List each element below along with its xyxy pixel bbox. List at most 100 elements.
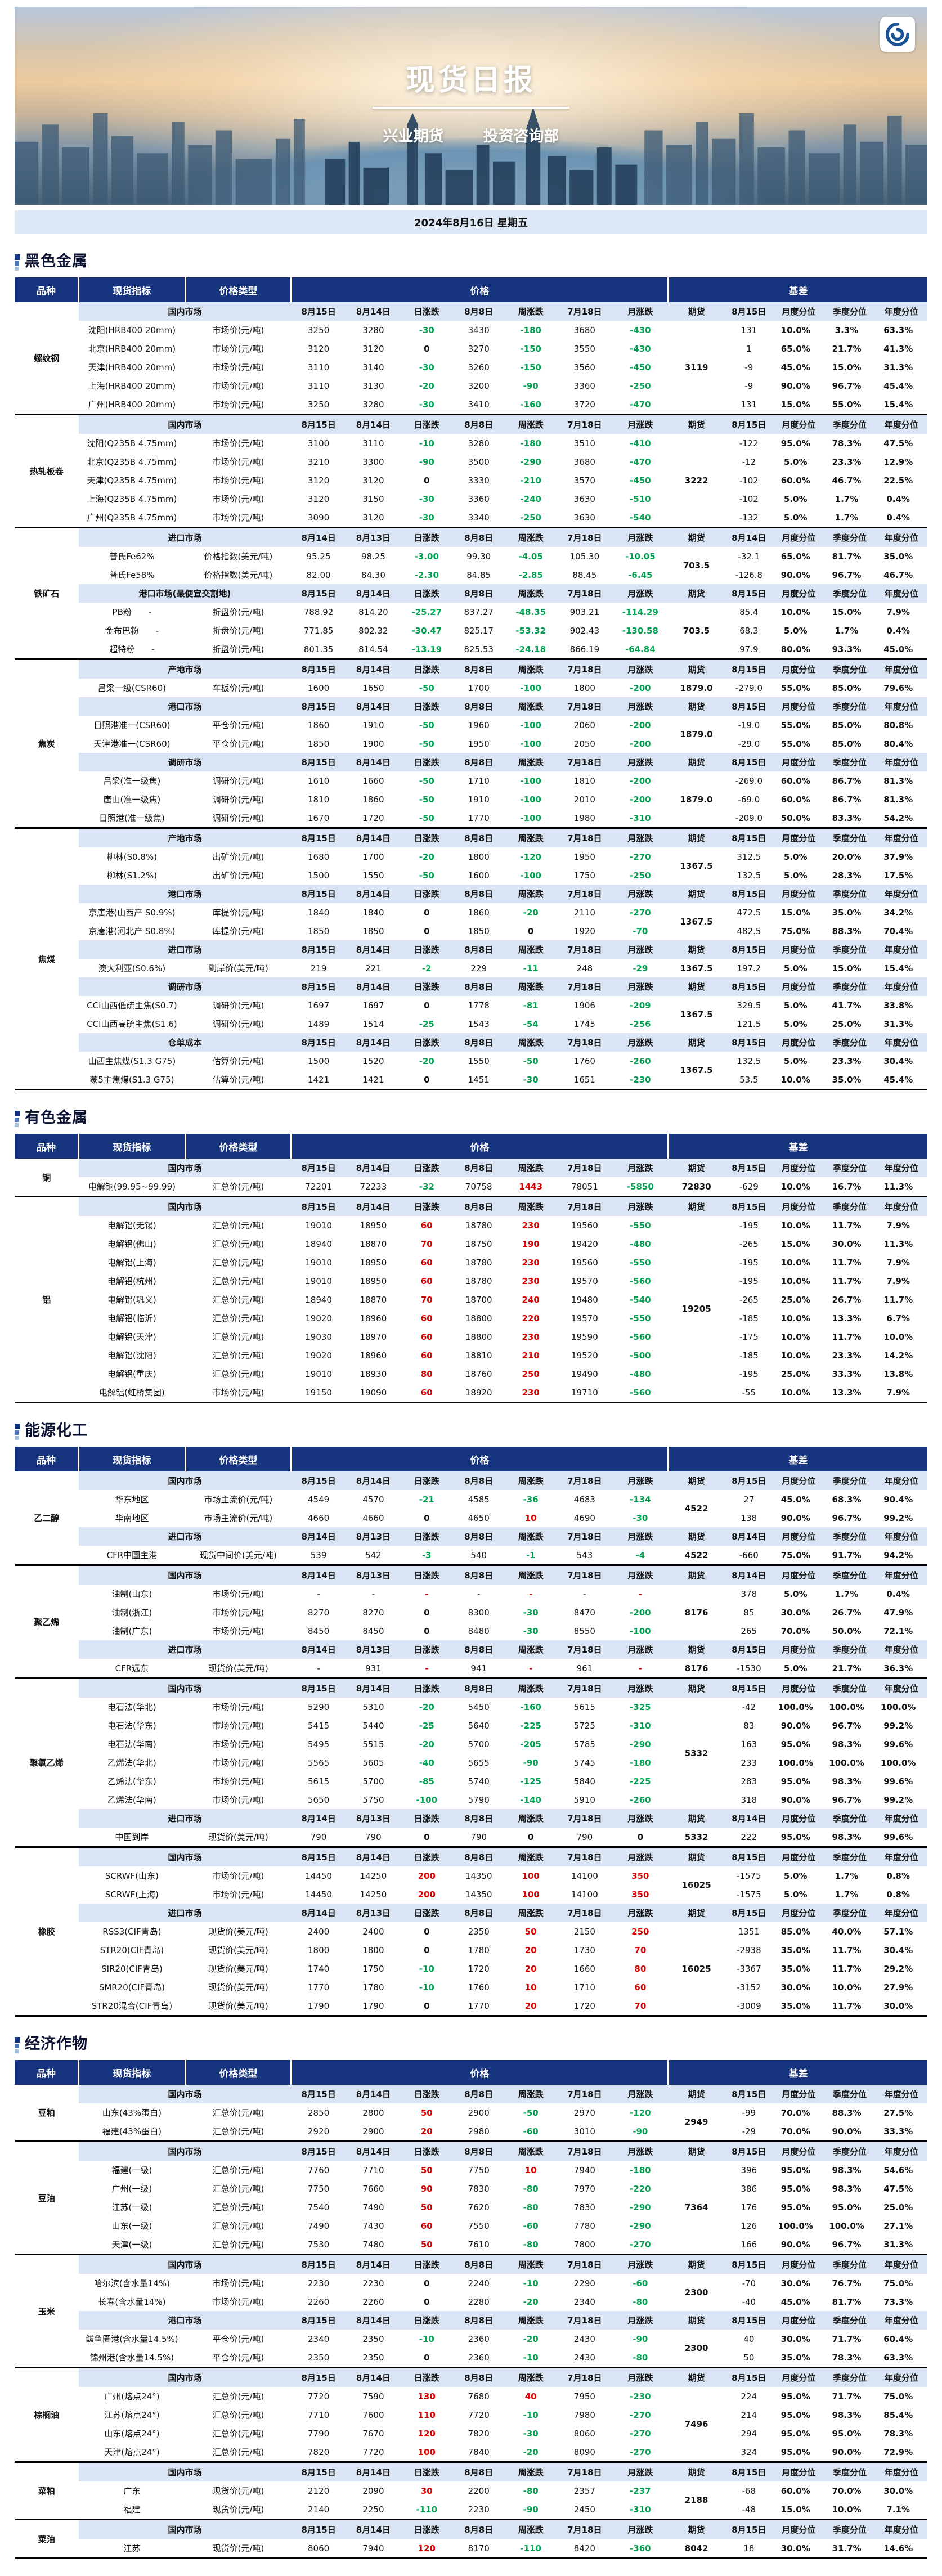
price-value-cell: 1760 [557, 1052, 613, 1070]
table-row: 上海(Q235B 4.75mm) 市场价(元/吨) 3120 3150 -30 3360-… [15, 490, 927, 508]
date-header-cell: 周涨跌 [504, 753, 557, 771]
date-header-cell: 周涨跌 [504, 2462, 557, 2481]
price-value-cell: 8300 [452, 1603, 505, 1622]
date-header-cell: 月度分位 [773, 940, 824, 959]
date-header-cell: 期货 [668, 2254, 725, 2274]
price-type-cell: 到岸价(美元/吨) [185, 959, 291, 977]
price-value-cell: 1770 [452, 1996, 505, 2016]
date-header-cell: 月度分位 [773, 977, 824, 996]
percentile-cell: 46.7% [824, 471, 876, 490]
basis-value-cell: -629 [724, 1177, 773, 1197]
price-value-cell: 1500 [291, 1052, 346, 1070]
variety-cell: 豆粕 [15, 2085, 79, 2142]
basis-value-cell: 233 [724, 1753, 773, 1772]
section-bullet-icon [15, 2037, 20, 2053]
price-value-cell: 3120 [291, 471, 346, 490]
price-type-cell: 市场价(元/吨) [185, 1585, 291, 1603]
indicator-cell: 吕梁一级(CSR60) [78, 679, 186, 697]
date-header-cell: 8月15日 [291, 2367, 346, 2387]
date-header-cell: 7月18日 [557, 2311, 613, 2330]
change-value-cell: -180 [612, 1753, 669, 1772]
percentile-cell: 15.0% [824, 603, 876, 621]
market-label-cell: 国内市场 [78, 2085, 291, 2103]
price-value-cell: 1550 [452, 1052, 505, 1070]
basis-value-cell: -660 [724, 1546, 773, 1565]
date-header-cell: 8月14日 [346, 2462, 401, 2481]
indicator-cell: 广州(熔点24°) [78, 2387, 186, 2406]
futures-price-cell: 4522 [668, 1490, 725, 1527]
change-value-cell: 100 [504, 1866, 557, 1885]
change-value-cell: -110 [504, 2539, 557, 2559]
percentile-cell: 45.0% [773, 358, 824, 376]
change-value-cell: -200 [612, 734, 669, 753]
price-type-cell: 汇总价(元/吨) [185, 1309, 291, 1327]
date-header-cell: 周涨跌 [504, 1565, 557, 1585]
change-value-cell: -250 [504, 508, 557, 528]
change-value-cell: -10 [401, 434, 453, 452]
market-subheader-row: 调研市场 8月15日 8月14日 日涨跌 8月8日 周涨跌 7月18日 月涨跌 期货 8月15日月… [15, 753, 927, 771]
date-header-cell: 8月15日 [724, 302, 773, 321]
change-value-cell: 40 [504, 2387, 557, 2406]
change-value-cell: -11 [504, 959, 557, 977]
change-value-cell: -64.84 [612, 640, 669, 659]
percentile-cell: 86.7% [824, 790, 876, 809]
change-value-cell: -20 [401, 1735, 453, 1753]
date-header-cell: 年度分位 [875, 1471, 927, 1490]
market-subheader-row: 菜粕 国内市场 8月15日 8月14日 日涨跌 8月8日 周涨跌 7月18日 月涨跌 期货 8月15… [15, 2462, 927, 2520]
date-header-cell: 季度分位 [824, 1809, 876, 1828]
price-type-cell: 折盘价(元/吨) [185, 603, 291, 621]
date-header-cell: 月度分位 [773, 1565, 824, 1585]
date-header-cell: 年度分位 [875, 527, 927, 547]
basis-group-header: 基差 [668, 2060, 927, 2085]
percentile-cell: 25.0% [824, 1015, 876, 1033]
percentile-cell: 17.5% [875, 866, 927, 885]
change-value-cell: 210 [504, 1346, 557, 1365]
percentile-cell: 96.7% [824, 1716, 876, 1735]
change-value-cell: -32 [401, 1177, 453, 1197]
price-value-cell: 5640 [452, 1716, 505, 1735]
percentile-cell: 15.0% [773, 903, 824, 922]
commodity-table: 品种 现货指标 价格类型 价格 基差 螺纹钢 国内市场 8月15日 8月14日 日涨跌 8月8日 周涨… [15, 277, 927, 1090]
price-value-cell: 1910 [452, 790, 505, 809]
percentile-cell: 99.6% [875, 1735, 927, 1753]
price-value-cell: 1670 [291, 809, 346, 828]
market-subheader-row: 玉米 国内市场 8月15日 8月14日 日涨跌 8月8日 周涨跌 7月18日 月涨跌 期货 8月15… [15, 2254, 927, 2368]
date-header-cell: 8月15日 [724, 697, 773, 716]
table-row: STR20(CIF青岛) 现货价(美元/吨) 1800 1800 0 1780 20 1730… [15, 1941, 927, 1959]
price-type-cell: 调研价(元/吨) [185, 790, 291, 809]
table-row: 柳林(S1.2%) 出矿价(元/吨) 1500 1550 -50 1600 -100 1750… [15, 866, 927, 885]
futures-price-cell: 703.5 [668, 603, 725, 659]
percentile-cell: 45.0% [773, 2292, 824, 2311]
date-header-cell: 8月15日 [291, 1678, 346, 1698]
date-header-cell: 7月18日 [557, 1196, 613, 1216]
price-value-cell: 3680 [557, 321, 613, 339]
price-value-cell: 5740 [452, 1772, 505, 1790]
market-label-cell: 进口市场 [78, 1904, 291, 1922]
price-value-cell: 801.35 [291, 640, 346, 659]
variety-cell: 菜粕 [15, 2462, 79, 2520]
percentile-cell: 11.7% [824, 1996, 876, 2016]
date-header-cell: 8月8日 [452, 1809, 505, 1828]
price-value-cell: 3210 [291, 452, 346, 471]
price-value-cell: 7790 [291, 2424, 346, 2443]
market-label-cell: 调研市场 [78, 753, 291, 771]
table-row: 电解铝(虹桥集团) 市场价(元/吨) 19150 19090 60 18920 230 197… [15, 1383, 927, 1403]
percentile-cell: 5.0% [773, 1052, 824, 1070]
basis-value-cell: 138 [724, 1509, 773, 1527]
price-value-cell: 1600 [291, 679, 346, 697]
price-value-cell: 14250 [346, 1866, 401, 1885]
date-header-cell: 年度分位 [875, 1527, 927, 1546]
change-value-cell: -6.45 [612, 566, 669, 584]
date-header-cell: 期货 [668, 885, 725, 903]
percentile-cell: 23.3% [824, 1052, 876, 1070]
indicator-cell: PB粉 - [78, 603, 186, 621]
price-value-cell: 5310 [346, 1698, 401, 1716]
change-value-cell: -560 [612, 1272, 669, 1290]
price-type-cell: 市场价(元/吨) [185, 1735, 291, 1753]
basis-value-cell: 472.5 [724, 903, 773, 922]
variety-cell: 聚乙烯 [15, 1565, 79, 1679]
price-value-cell: 18700 [452, 1290, 505, 1309]
price-value-cell: 5655 [452, 1753, 505, 1772]
price-value-cell: 18870 [346, 1290, 401, 1309]
price-value-cell: 1720 [557, 1996, 613, 2016]
